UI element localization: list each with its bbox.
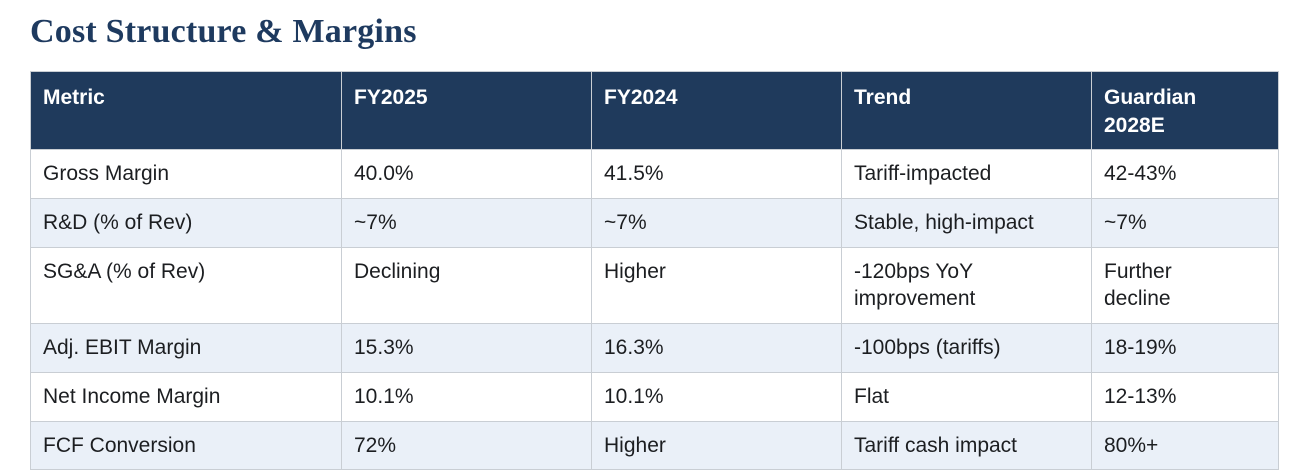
cell-guardian-2028e: 80%+	[1091, 420, 1279, 470]
cell-guardian-2028e: ~7%	[1091, 197, 1279, 248]
cell-metric: FCF Conversion	[30, 420, 342, 470]
cell-trend: Flat	[841, 371, 1092, 422]
col-header-fy2024: FY2024	[591, 70, 842, 151]
table-row-adj-ebit-margin: Adj. EBIT Margin 15.3% 16.3% -100bps (ta…	[30, 323, 1279, 373]
col-header-metric: Metric	[30, 70, 342, 151]
cell-trend-text: -120bps YoY improvement	[854, 259, 976, 311]
cell-fy2025: Declining	[341, 246, 592, 325]
cell-fy2024: 10.1%	[591, 371, 842, 422]
col-header-fy2025: FY2025	[341, 70, 592, 151]
table-row-rd-pct-of-rev: R&D (% of Rev) ~7% ~7% Stable, high-impa…	[30, 197, 1279, 248]
cell-metric: Adj. EBIT Margin	[30, 323, 342, 373]
cell-fy2024: 41.5%	[591, 149, 842, 199]
cell-fy2025: 10.1%	[341, 371, 592, 422]
col-header-guardian-2028e: Guardian 2028E	[1091, 70, 1279, 151]
cell-fy2024: Higher	[591, 420, 842, 470]
table-row-fcf-conversion: FCF Conversion 72% Higher Tariff cash im…	[30, 420, 1279, 470]
table-row-net-income-margin: Net Income Margin 10.1% 10.1% Flat 12-13…	[30, 371, 1279, 422]
cell-fy2025: ~7%	[341, 197, 592, 248]
cell-fy2025: 15.3%	[341, 323, 592, 373]
page-title: Cost Structure & Margins	[30, 13, 417, 50]
cost-structure-margins-table: Metric FY2025 FY2024 Trend Guardian 2028…	[30, 70, 1279, 470]
table-header-row: Metric FY2025 FY2024 Trend Guardian 2028…	[30, 70, 1279, 151]
cell-trend: Tariff-impacted	[841, 149, 1092, 199]
cell-guardian-2028e-text: Further decline	[1104, 259, 1172, 311]
cell-metric: Gross Margin	[30, 149, 342, 199]
cell-fy2025: 72%	[341, 420, 592, 470]
table-row-gross-margin: Gross Margin 40.0% 41.5% Tariff-impacted…	[30, 149, 1279, 199]
cell-fy2024: Higher	[591, 246, 842, 325]
col-header-trend: Trend	[841, 70, 1092, 151]
cell-guardian-2028e: Further decline	[1091, 246, 1279, 325]
cell-metric: Net Income Margin	[30, 371, 342, 422]
cell-metric: SG&A (% of Rev)	[30, 246, 342, 325]
cell-trend: -100bps (tariffs)	[841, 323, 1092, 373]
cell-trend: Tariff cash impact	[841, 420, 1092, 470]
cell-fy2025: 40.0%	[341, 149, 592, 199]
cell-fy2024: ~7%	[591, 197, 842, 248]
col-header-guardian-2028e-label: Guardian 2028E	[1104, 85, 1197, 137]
cell-metric: R&D (% of Rev)	[30, 197, 342, 248]
cell-guardian-2028e: 12-13%	[1091, 371, 1279, 422]
cell-guardian-2028e: 42-43%	[1091, 149, 1279, 199]
cell-trend: Stable, high-impact	[841, 197, 1092, 248]
cell-fy2024: 16.3%	[591, 323, 842, 373]
table-row-sga-pct-of-rev: SG&A (% of Rev) Declining Higher -120bps…	[30, 246, 1279, 325]
cell-guardian-2028e: 18-19%	[1091, 323, 1279, 373]
cell-trend: -120bps YoY improvement	[841, 246, 1092, 325]
